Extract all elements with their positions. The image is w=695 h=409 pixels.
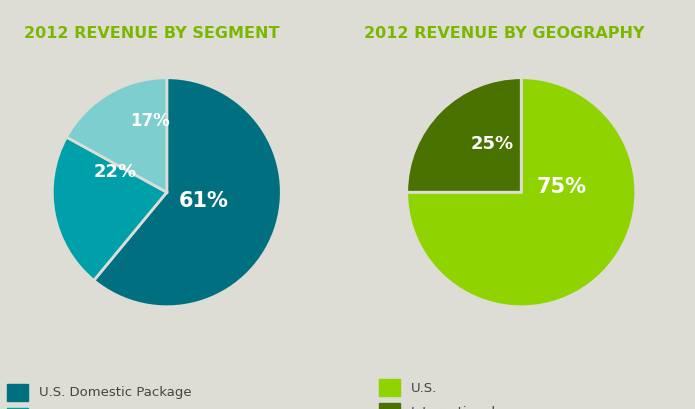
Wedge shape: [67, 78, 167, 192]
Text: 2012 REVENUE BY GEOGRAPHY: 2012 REVENUE BY GEOGRAPHY: [363, 26, 644, 41]
Text: 25%: 25%: [471, 135, 514, 153]
Wedge shape: [52, 137, 167, 281]
Text: 17%: 17%: [130, 112, 170, 130]
Text: 2012 REVENUE BY SEGMENT: 2012 REVENUE BY SEGMENT: [24, 26, 279, 41]
Legend: U.S., International: U.S., International: [379, 379, 496, 409]
Text: 75%: 75%: [537, 177, 587, 196]
Text: 61%: 61%: [179, 191, 229, 211]
Text: 22%: 22%: [94, 163, 137, 181]
Wedge shape: [94, 78, 281, 307]
Legend: U.S. Domestic Package, International Package, Supply Chain and Freight: U.S. Domestic Package, International Pac…: [8, 384, 206, 409]
Wedge shape: [407, 78, 636, 307]
Wedge shape: [407, 78, 521, 192]
